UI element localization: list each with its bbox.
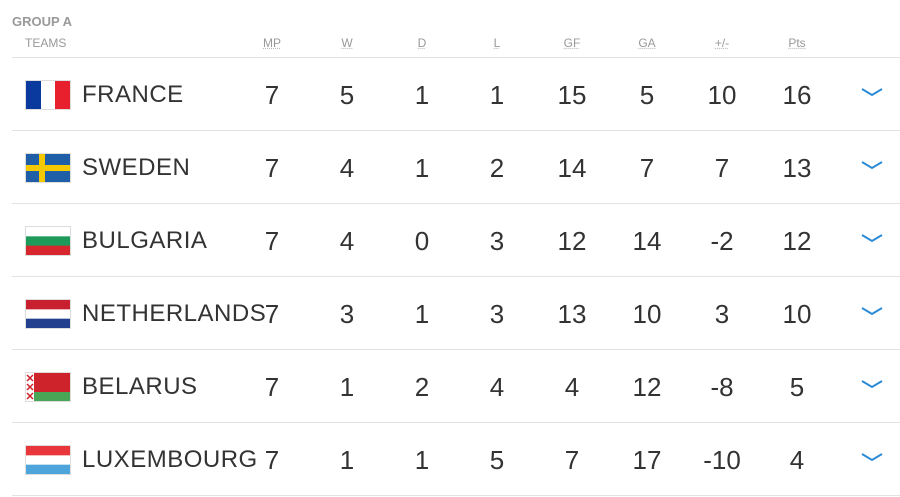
- stat-cell: 4: [564, 372, 580, 402]
- team-name: LUXEMBOURG: [82, 446, 258, 473]
- team-row: BELARUS 7 1 2 4 4 12 -8 5: [12, 349, 900, 423]
- stat-cell: -2: [710, 226, 734, 256]
- team-name: NETHERLANDS: [82, 300, 267, 327]
- stat-cell: 14: [632, 226, 662, 256]
- stat-cell: -10: [703, 445, 741, 475]
- expand-button[interactable]: [860, 451, 884, 470]
- team-row: BULGARIA 7 4 0 3 12 14 -2 12: [12, 203, 900, 277]
- stat-cell: 1: [414, 153, 430, 183]
- team-flag: [25, 153, 71, 183]
- flag-image: [25, 80, 71, 110]
- stat-cell: 5: [489, 445, 505, 475]
- column-header: +/-: [714, 36, 730, 50]
- stat-cell: 7: [264, 80, 280, 110]
- stat-cell: 1: [489, 80, 505, 110]
- stat-cell: 3: [489, 226, 505, 256]
- teams-header: TEAMS: [25, 36, 67, 50]
- expand-button[interactable]: [860, 232, 884, 251]
- chevron-icon[interactable]: [860, 86, 884, 100]
- stat-cell: 3: [339, 299, 355, 329]
- team-row: NETHERLANDS 7 3 1 3 13 10 3 10: [12, 276, 900, 350]
- flag-image: [25, 372, 71, 402]
- stat-cell: 15: [557, 80, 587, 110]
- expand-button[interactable]: [860, 86, 884, 105]
- column-header: D: [417, 36, 427, 50]
- team-flag: [25, 445, 71, 475]
- team-row: LUXEMBOURG 7 1 1 5 7 17 -10 4: [12, 422, 900, 496]
- stat-cell: 2: [489, 153, 505, 183]
- column-header: Pts: [788, 36, 806, 50]
- expand-button[interactable]: [860, 305, 884, 324]
- chevron-icon[interactable]: [860, 451, 884, 465]
- team-row: FRANCE 7 5 1 1 15 5 10 16: [12, 57, 900, 131]
- stat-cell: 16: [782, 80, 812, 110]
- team-name: FRANCE: [82, 81, 184, 108]
- flag-image: [25, 153, 71, 183]
- chevron-icon[interactable]: [860, 378, 884, 392]
- column-header: W: [341, 36, 353, 50]
- team-row: SWEDEN 7 4 1 2 14 7 7 13: [12, 130, 900, 204]
- flag-image: [25, 445, 71, 475]
- team-flag: [25, 226, 71, 256]
- stat-cell: 5: [639, 80, 655, 110]
- flag-image: [25, 299, 71, 329]
- stat-cell: 0: [414, 226, 430, 256]
- stat-cell: 4: [789, 445, 805, 475]
- chevron-icon[interactable]: [860, 232, 884, 246]
- team-name: BELARUS: [82, 373, 198, 400]
- chevron-icon[interactable]: [860, 159, 884, 173]
- stat-cell: 7: [264, 226, 280, 256]
- stat-cell: 1: [414, 299, 430, 329]
- group-title: GROUP A: [12, 14, 72, 29]
- column-header: L: [493, 36, 501, 50]
- stat-cell: 4: [339, 226, 355, 256]
- stat-cell: 4: [489, 372, 505, 402]
- stat-cell: 10: [782, 299, 812, 329]
- team-flag: [25, 299, 71, 329]
- column-header: GF: [563, 36, 581, 50]
- column-header: MP: [263, 36, 281, 50]
- stat-cell: 7: [264, 299, 280, 329]
- team-flag: [25, 372, 71, 402]
- table-bottom-border: [12, 495, 900, 496]
- stat-cell: 13: [557, 299, 587, 329]
- column-header: GA: [638, 36, 656, 50]
- chevron-icon[interactable]: [860, 305, 884, 319]
- stat-cell: 3: [714, 299, 730, 329]
- stat-cell: 5: [339, 80, 355, 110]
- stat-cell: 7: [564, 445, 580, 475]
- stat-cell: 10: [632, 299, 662, 329]
- flag-image: [25, 226, 71, 256]
- stat-cell: 1: [339, 445, 355, 475]
- stat-cell: 13: [782, 153, 812, 183]
- stat-cell: 1: [339, 372, 355, 402]
- stat-cell: 7: [264, 445, 280, 475]
- expand-button[interactable]: [860, 378, 884, 397]
- stat-cell: 10: [707, 80, 737, 110]
- stat-cell: 7: [639, 153, 655, 183]
- stat-cell: 12: [632, 372, 662, 402]
- stat-cell: 5: [789, 372, 805, 402]
- stat-cell: 12: [782, 226, 812, 256]
- stat-cell: 1: [414, 445, 430, 475]
- stat-cell: 2: [414, 372, 430, 402]
- team-flag: [25, 80, 71, 110]
- stat-cell: -8: [710, 372, 734, 402]
- stat-cell: 7: [264, 372, 280, 402]
- stat-cell: 3: [489, 299, 505, 329]
- expand-button[interactable]: [860, 159, 884, 178]
- team-name: BULGARIA: [82, 227, 208, 254]
- stat-cell: 7: [714, 153, 730, 183]
- stat-cell: 7: [264, 153, 280, 183]
- stat-cell: 4: [339, 153, 355, 183]
- stat-cell: 17: [632, 445, 662, 475]
- team-name: SWEDEN: [82, 154, 191, 181]
- stat-cell: 14: [557, 153, 587, 183]
- stat-cell: 1: [414, 80, 430, 110]
- stat-cell: 12: [557, 226, 587, 256]
